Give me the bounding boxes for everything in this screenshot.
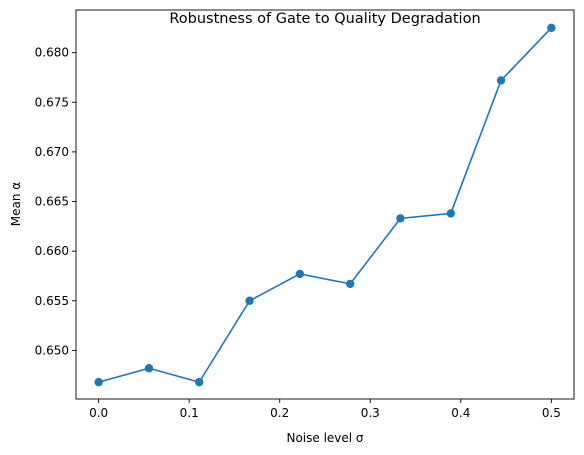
data-point: [195, 377, 204, 387]
y-axis-ticks: 0.650 0.655 0.660 0.665 0.670 0.675 0.680: [35, 46, 76, 357]
data-point: [547, 23, 556, 33]
series-layer: [94, 23, 556, 387]
y-tick-label: 0.655: [35, 294, 69, 308]
x-tick-label: 0.4: [451, 406, 470, 420]
x-tick-label: 0.3: [361, 406, 380, 420]
y-tick-label: 0.660: [35, 244, 69, 258]
data-point: [446, 209, 455, 218]
data-point: [245, 296, 254, 305]
data-point: [496, 76, 506, 85]
y-tick-label: 0.670: [35, 145, 69, 159]
data-point: [396, 214, 405, 223]
y-tick-label: 0.650: [35, 343, 69, 357]
data-point: [295, 269, 305, 279]
x-axis-label: Noise level σ: [286, 431, 363, 445]
data-point: [144, 364, 154, 373]
data-point: [345, 279, 355, 289]
plot-area: [76, 10, 574, 399]
data-point: [94, 377, 103, 387]
y-tick-label: 0.675: [35, 95, 69, 109]
x-tick-label: 0.0: [89, 406, 108, 420]
x-tick-label: 0.1: [180, 406, 199, 420]
chart-title: Robustness of Gate to Quality Degradatio…: [169, 11, 480, 27]
plot-frame: [75, 9, 575, 400]
y-tick-label: 0.665: [35, 195, 69, 209]
series-line: [98, 27, 552, 383]
x-axis-ticks: 0.0 0.1 0.2 0.3 0.4 0.5: [89, 399, 561, 420]
x-tick-label: 0.2: [270, 406, 289, 420]
y-tick-label: 0.680: [35, 46, 69, 60]
y-axis-label: Mean α: [9, 182, 23, 227]
x-tick-label: 0.5: [542, 406, 561, 420]
